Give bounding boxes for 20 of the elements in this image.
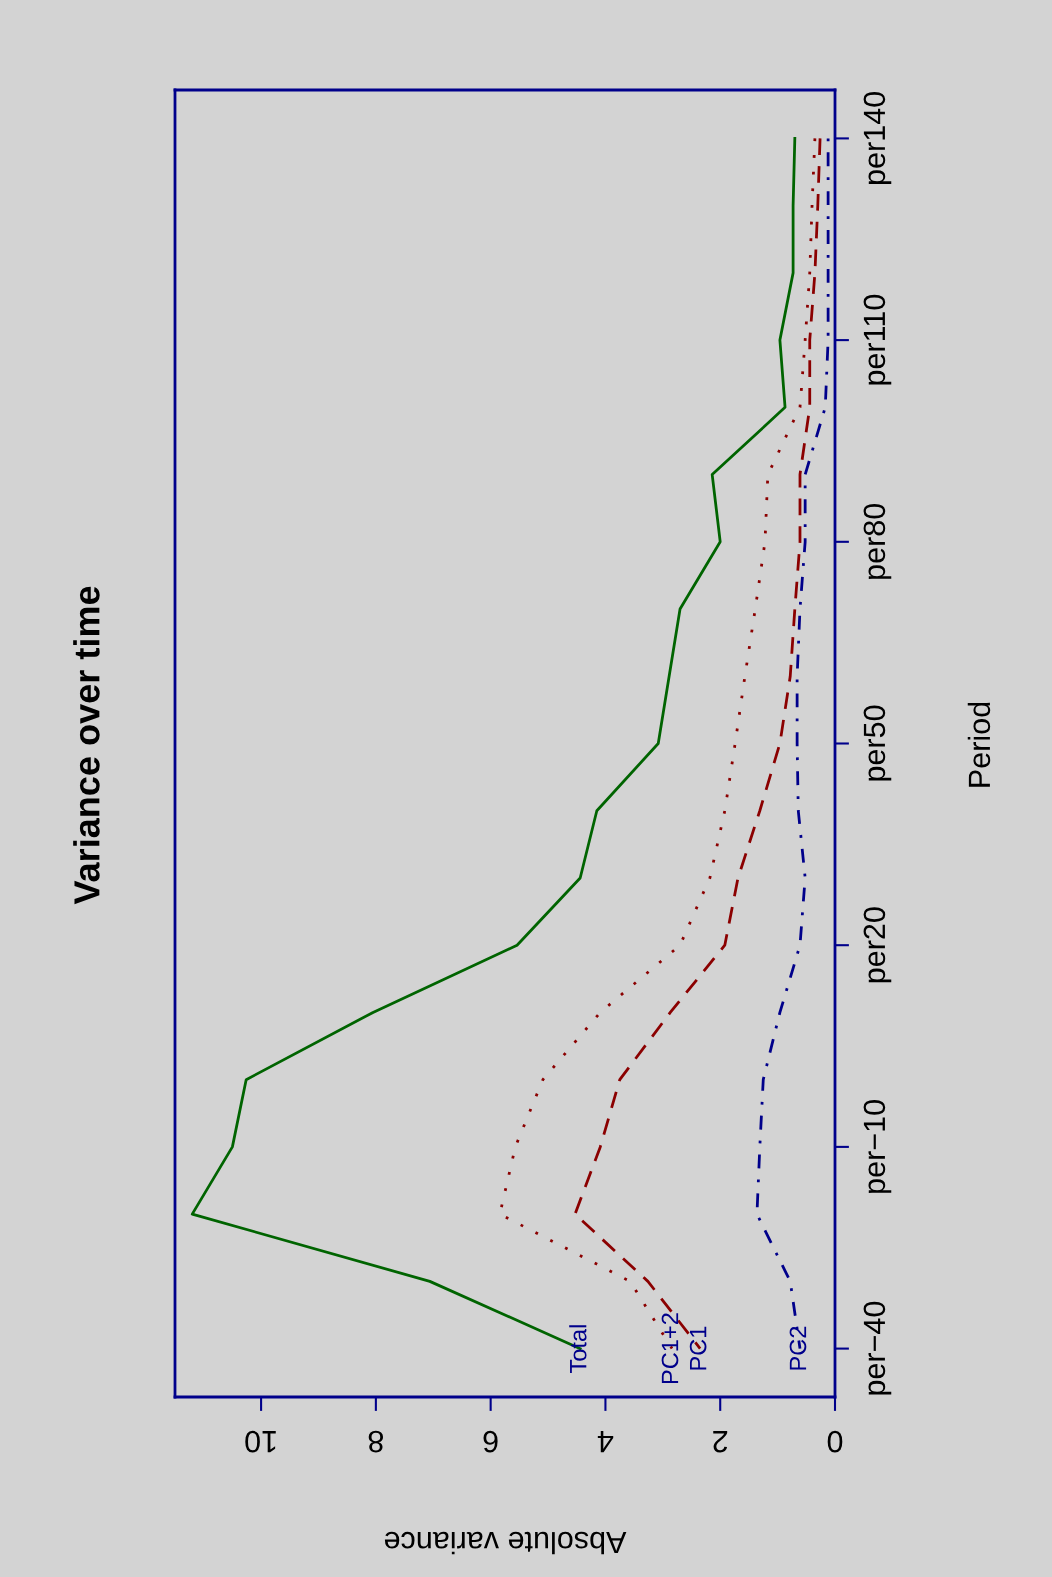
y-tick-label: per−10 (863, 1100, 892, 1193)
y-tick-label: per140 (863, 92, 892, 184)
y-axis-title: Period (967, 702, 991, 787)
y-tick-label: per80 (863, 503, 892, 579)
y-tick-label: per50 (863, 705, 892, 781)
text: Variance over time (73, 586, 100, 905)
y-tick-label: per20 (863, 907, 892, 983)
y-tick-label: per−40 (863, 1301, 892, 1395)
x-tick-label: 4 (597, 1431, 614, 1453)
x-tick-label: 0 (827, 1430, 843, 1453)
text: Total (569, 1325, 587, 1373)
x-axis-title: Absolute variance (384, 1531, 627, 1555)
y-tick-label: per110 (863, 294, 892, 385)
text: PC2 (789, 1326, 807, 1370)
x-tick-label: 8 (368, 1430, 384, 1453)
text: PC1+2 (661, 1313, 679, 1384)
x-tick-label: 6 (483, 1430, 498, 1453)
x-tick-label: 10 (245, 1430, 276, 1453)
text: PC1 (689, 1326, 707, 1370)
x-tick-label: 2 (713, 1431, 728, 1453)
